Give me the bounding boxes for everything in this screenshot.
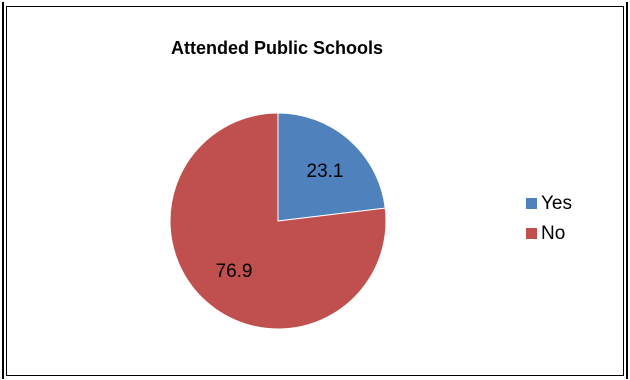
chart-title: Attended Public Schools [171,38,383,58]
legend-swatch-yes [526,198,537,209]
chart-legend: Yes No [526,193,572,244]
legend-label-no: No [541,223,565,244]
legend-item-yes: Yes [526,193,572,214]
pie-slice-no [169,112,387,330]
legend-label-yes: Yes [541,193,572,214]
pie-data-labels: 23.1 76.9 [216,161,344,282]
legend-item-no: No [526,223,565,244]
pie-slice-yes [277,112,386,222]
pie-slices [169,112,387,330]
chart-area: Attended Public Schools 23.1 76.9 Yes No [6,6,624,376]
pie-chart: Attended Public Schools 23.1 76.9 Yes No [169,38,572,330]
data-label-yes: 23.1 [307,161,344,182]
data-label-no: 76.9 [216,261,253,282]
legend-swatch-no [526,228,537,239]
